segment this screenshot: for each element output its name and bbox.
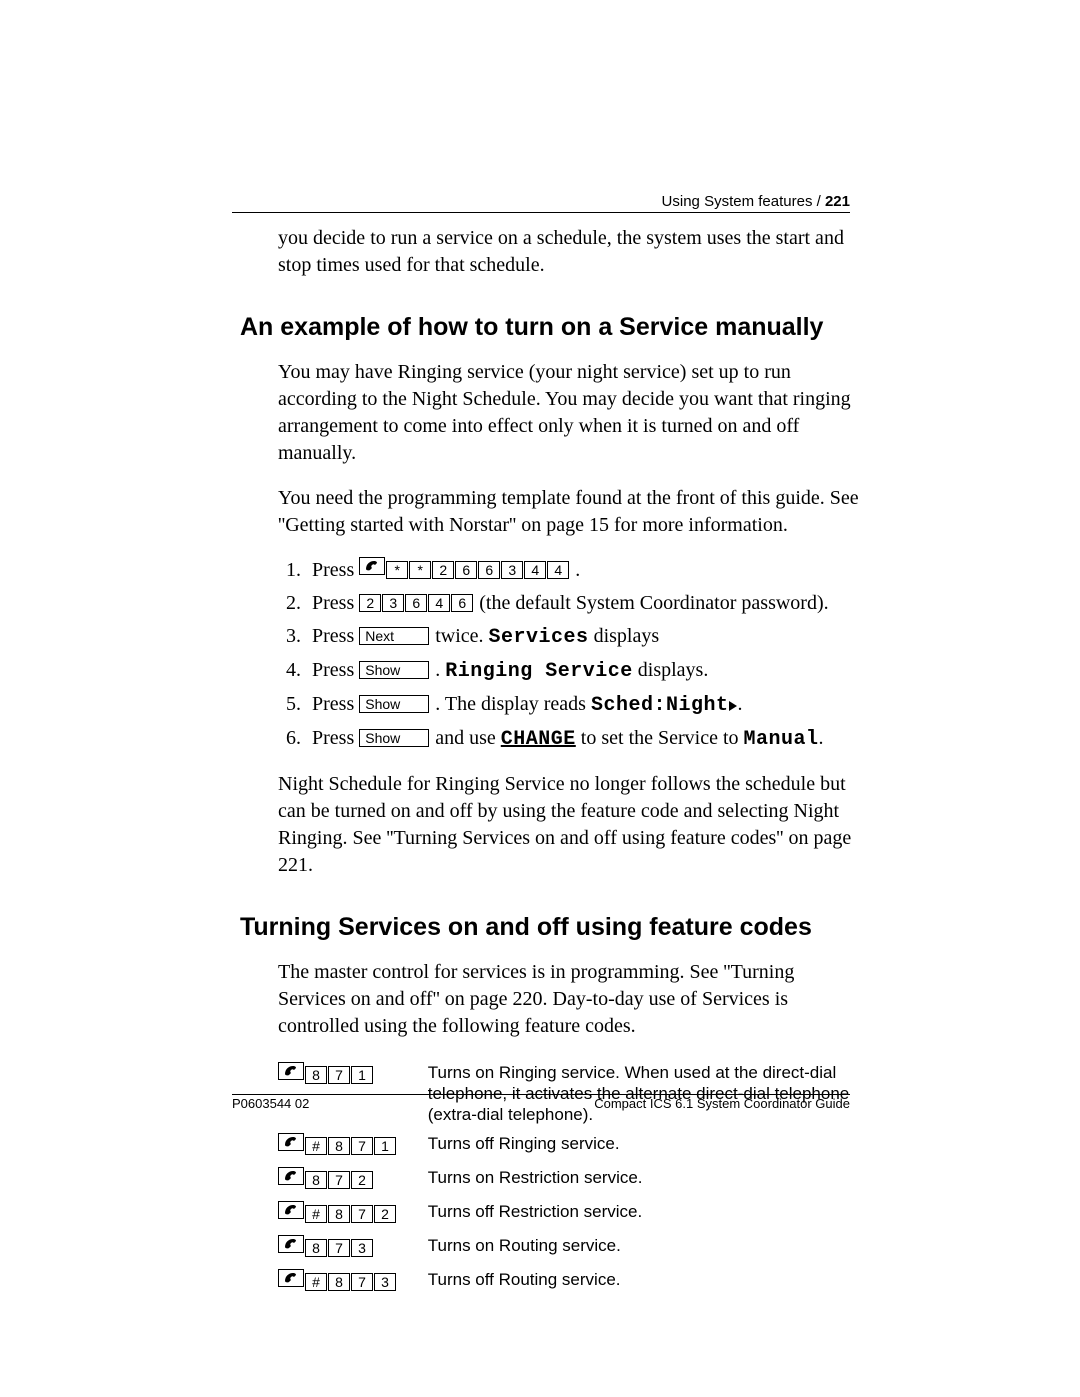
step-3: Press Next twice. Services displays: [306, 623, 865, 651]
hash-key: #: [305, 1137, 327, 1155]
digit-key: 8: [328, 1205, 350, 1223]
digit-key: 7: [351, 1273, 373, 1291]
desc-cell: Turns off Routing service.: [428, 1265, 865, 1299]
digit-key: 8: [328, 1273, 350, 1291]
code-cell: 872: [278, 1163, 428, 1197]
step1-keys: **266344: [386, 559, 570, 581]
section-2-body: The master control for services is in pr…: [278, 959, 865, 1040]
digit-key: *: [386, 561, 408, 579]
header-sep: /: [812, 193, 825, 210]
desc-cell: Turns on Restriction service.: [428, 1163, 865, 1197]
heading-example: An example of how to turn on a Service m…: [240, 311, 865, 345]
digit-key: *: [409, 561, 431, 579]
show-button-key: Show: [359, 661, 429, 679]
code-cell: 873: [278, 1231, 428, 1265]
digit-key: 6: [405, 594, 427, 612]
digit-key: 7: [328, 1066, 350, 1084]
step-5: Press Show . The display reads Sched:Nig…: [306, 691, 865, 719]
feature-key-icon: [278, 1235, 304, 1253]
step-4: Press Show . Ringing Service displays.: [306, 657, 865, 685]
page: Using System features / 221 you decide t…: [0, 0, 1080, 1397]
digit-key: 8: [305, 1066, 327, 1084]
digit-key: 2: [432, 561, 454, 579]
s1-p3: Night Schedule for Ringing Service no lo…: [278, 771, 865, 879]
digit-key: 7: [328, 1171, 350, 1189]
running-header: Using System features / 221: [662, 192, 850, 212]
feature-key-icon: [278, 1201, 304, 1219]
feature-key-icon: [278, 1062, 304, 1080]
desc-cell: Turns off Ringing service.: [428, 1129, 865, 1163]
lcd-text: Sched:Night: [591, 694, 729, 717]
lcd-text: Ringing Service: [445, 660, 633, 683]
code-cell: #872: [278, 1197, 428, 1231]
desc-cell: Turns off Restriction service.: [428, 1197, 865, 1231]
digit-key: 1: [374, 1137, 396, 1155]
section-1-body: You may have Ringing service (your night…: [278, 359, 865, 879]
digit-key: 2: [374, 1205, 396, 1223]
code-cell: #871: [278, 1129, 428, 1163]
show-button-key: Show: [359, 729, 429, 747]
feature-key-icon: [278, 1133, 304, 1151]
feature-key-icon: [278, 1167, 304, 1185]
digit-key: 8: [305, 1171, 327, 1189]
table-row: 873Turns on Routing service.: [278, 1231, 865, 1265]
digit-key: 7: [351, 1137, 373, 1155]
show-button-key: Show: [359, 695, 429, 713]
digit-key: 8: [305, 1239, 327, 1257]
step-6: Press Show and use CHANGE to set the Ser…: [306, 725, 865, 753]
step2-keys: 23646: [359, 592, 474, 614]
s1-p1: You may have Ringing service (your night…: [278, 359, 865, 467]
digit-key: 3: [351, 1239, 373, 1257]
digit-key: 3: [382, 594, 404, 612]
digit-key: 4: [524, 561, 546, 579]
header-page: 221: [825, 193, 850, 210]
digit-key: 3: [374, 1273, 396, 1291]
digit-key: 6: [455, 561, 477, 579]
code-cell: #873: [278, 1265, 428, 1299]
header-section: Using System features: [662, 193, 813, 210]
desc-cell: Turns on Routing service.: [428, 1231, 865, 1265]
digit-key: 2: [359, 594, 381, 612]
hash-key: #: [305, 1273, 327, 1291]
step-2: Press 23646 (the default System Coordina…: [306, 590, 865, 617]
lcd-text-manual: Manual: [744, 728, 819, 751]
digit-key: 8: [328, 1137, 350, 1155]
digit-key: 4: [547, 561, 569, 579]
feature-key-icon: [359, 557, 385, 575]
intro-paragraph: you decide to run a service on a schedul…: [278, 225, 865, 279]
step-1: Press **266344 .: [306, 557, 865, 584]
footer-right: Compact ICS 6.1 System Coordinator Guide: [594, 1095, 850, 1113]
next-button-key: Next: [359, 627, 429, 645]
digit-key: 2: [351, 1171, 373, 1189]
table-row: 872Turns on Restriction service.: [278, 1163, 865, 1197]
digit-key: 7: [351, 1205, 373, 1223]
digit-key: 3: [501, 561, 523, 579]
digit-key: 1: [351, 1066, 373, 1084]
s2-p1: The master control for services is in pr…: [278, 959, 865, 1040]
header-rule: [232, 212, 850, 213]
lcd-text-change: CHANGE: [501, 728, 576, 751]
footer-left: P0603544 02: [232, 1095, 309, 1113]
digit-key: 6: [451, 594, 473, 612]
hash-key: #: [305, 1205, 327, 1223]
table-row: #873Turns off Routing service.: [278, 1265, 865, 1299]
heading-feature-codes: Turning Services on and off using featur…: [240, 911, 865, 945]
table-row: #872Turns off Restriction service.: [278, 1197, 865, 1231]
feature-key-icon: [278, 1269, 304, 1287]
s1-p2: You need the programming template found …: [278, 485, 865, 539]
digit-key: 4: [428, 594, 450, 612]
lcd-text: Services: [489, 626, 589, 649]
digit-key: 6: [478, 561, 500, 579]
digit-key: 7: [328, 1239, 350, 1257]
table-row: #871Turns off Ringing service.: [278, 1129, 865, 1163]
steps-list: Press **266344 . Press 23646 (the defaul…: [278, 557, 865, 753]
